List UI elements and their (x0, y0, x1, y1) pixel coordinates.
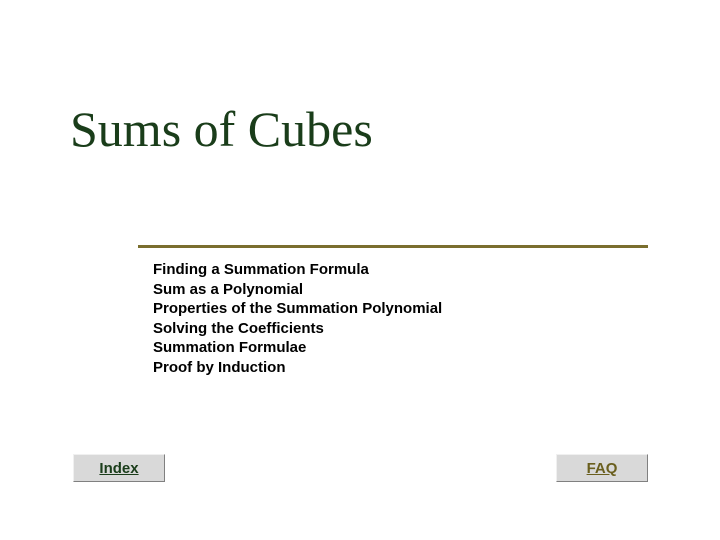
faq-button[interactable]: FAQ (556, 454, 648, 482)
topic-item[interactable]: Solving the Coefficients (153, 319, 442, 339)
topic-item[interactable]: Proof by Induction (153, 358, 442, 378)
index-button[interactable]: Index (73, 454, 165, 482)
topic-item[interactable]: Summation Formulae (153, 338, 442, 358)
topics-list: Finding a Summation Formula Sum as a Pol… (153, 260, 442, 377)
faq-button-label: FAQ (587, 460, 618, 477)
divider-line (138, 245, 648, 248)
topic-item[interactable]: Properties of the Summation Polynomial (153, 299, 442, 319)
page-title: Sums of Cubes (70, 100, 373, 158)
index-button-label: Index (99, 460, 138, 477)
topic-item[interactable]: Sum as a Polynomial (153, 280, 442, 300)
topic-item[interactable]: Finding a Summation Formula (153, 260, 442, 280)
